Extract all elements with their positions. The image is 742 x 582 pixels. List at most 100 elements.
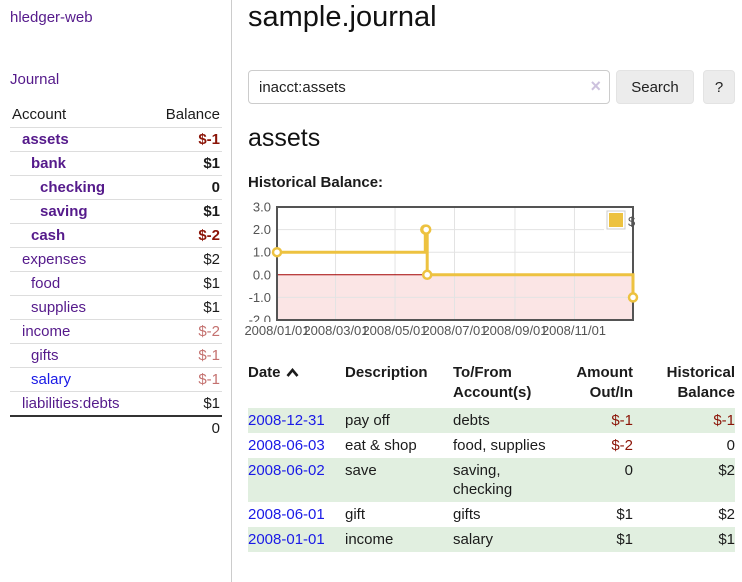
register-description-cell: save (345, 462, 377, 479)
account-link[interactable]: salary (31, 371, 72, 388)
y-tick-label: 2.0 (253, 222, 271, 237)
account-link[interactable]: liabilities:debts (22, 395, 120, 412)
transaction-date-link[interactable]: 2008-06-01 (248, 506, 325, 523)
sidebar: hledger-web Journal Account Balance asse… (0, 0, 232, 582)
account-title: assets (248, 124, 321, 152)
transaction-date-link[interactable]: 2008-06-02 (248, 462, 325, 479)
register-date-cell: 2008-12-31 (248, 408, 345, 433)
transaction-date-link[interactable]: 2008-12-31 (248, 412, 325, 429)
register-accounts-cell: food, supplies (453, 437, 546, 454)
x-tick-label: 2008/09/01 (482, 323, 548, 338)
account-row: expenses $2 (10, 247, 222, 272)
register-accounts-cell: debts (453, 412, 490, 429)
account-link[interactable]: supplies (31, 299, 87, 316)
register-header-date[interactable]: Date (248, 362, 345, 408)
register-row[interactable]: 2008-01-01 income salary $1 $1 (248, 527, 735, 552)
account-link[interactable]: food (31, 275, 61, 292)
account-balance: $-2 (149, 319, 222, 344)
y-tick-label: 1.0 (253, 245, 271, 260)
register-balance-cell: $2 (718, 506, 735, 523)
plot-border (276, 206, 634, 321)
accounts-total-spacer (10, 415, 150, 440)
sort-ascending-icon (286, 365, 299, 382)
register-header-amount: Amount Out/In (576, 364, 633, 401)
chart-canvas[interactable]: 3.0 2.0 1.0 0.0 -1.0 -2.0 $ (248, 200, 735, 322)
x-tick-label: 2008/11/01 (541, 323, 607, 338)
register-row[interactable]: 2008-06-02 save saving, checking 0 $2 (248, 458, 735, 502)
register-amount-cell: $-2 (611, 437, 633, 454)
clear-search-icon[interactable]: × (590, 76, 601, 96)
data-point[interactable] (420, 224, 432, 235)
accounts-header-account: Account (12, 106, 67, 123)
account-balance: $-1 (149, 127, 222, 152)
account-link[interactable]: income (22, 323, 71, 340)
account-link[interactable]: assets (22, 131, 69, 148)
historical-balance-chart[interactable]: 3.0 2.0 1.0 0.0 -1.0 -2.0 $ 2008/01/01 2008/03/… (244, 200, 735, 346)
register-row[interactable]: 2008-12-31 pay off debts $-1 $-1 (248, 408, 735, 433)
account-link[interactable]: bank (31, 155, 67, 172)
register-row[interactable]: 2008-06-03 eat & shop food, supplies $-2 0 (248, 433, 735, 458)
x-tick-label: 2008/01/01 (244, 323, 310, 338)
account-row: assets $-1 (10, 127, 222, 152)
register-header-balance: Historical Balance (666, 364, 735, 401)
register-amount-cell: $1 (616, 506, 633, 523)
account-link[interactable]: expenses (22, 251, 87, 268)
accounts-header-balance: Balance (165, 106, 220, 123)
account-link[interactable]: cash (31, 227, 66, 244)
register-balance-cell: $1 (718, 531, 735, 548)
main-content: sample.journal × Search ? assets Histori… (244, 0, 735, 582)
register-balance-cell: $2 (718, 462, 735, 479)
legend-label: $ (628, 214, 636, 229)
register-date-cell: 2008-01-01 (248, 527, 345, 552)
sidebar-item-journal[interactable]: Journal (10, 71, 60, 88)
search-button[interactable]: Search (616, 70, 694, 104)
page-title: sample.journal (248, 1, 437, 33)
register-accounts-cell: gifts (453, 506, 481, 523)
register-date-cell: 2008-06-02 (248, 458, 345, 502)
y-tick-label: 0.0 (253, 267, 271, 282)
register-date-cell: 2008-06-03 (248, 433, 345, 458)
account-row: liabilities:debts $1 (10, 391, 222, 416)
account-link[interactable]: checking (40, 179, 106, 196)
account-link[interactable]: saving (40, 203, 88, 220)
data-point[interactable] (421, 269, 433, 281)
transaction-date-link[interactable]: 2008-01-01 (248, 531, 325, 548)
search-bar: × Search ? (248, 70, 735, 104)
account-link[interactable]: gifts (31, 347, 59, 364)
register-description-cell: income (345, 531, 394, 548)
x-tick-label: 2008/07/01 (422, 323, 488, 338)
brand-link[interactable]: hledger-web (10, 9, 93, 26)
register-table: Date Description To/From Account(s) Amou… (248, 362, 735, 552)
search-input[interactable] (248, 70, 610, 104)
account-balance: $-2 (149, 223, 222, 248)
help-button[interactable]: ? (703, 70, 735, 104)
account-row: income $-2 (10, 319, 222, 344)
y-tick-label: -2.0 (249, 313, 271, 323)
register-amount-cell: $1 (616, 531, 633, 548)
account-balance: $1 (149, 151, 222, 176)
account-row: cash $-2 (10, 223, 222, 248)
register-balance-cell: $-1 (713, 412, 735, 429)
register-header-row: Date Description To/From Account(s) Amou… (248, 362, 735, 408)
account-row: saving $1 (10, 199, 222, 224)
data-point[interactable] (271, 246, 283, 258)
register-date-cell: 2008-06-01 (248, 502, 345, 527)
x-tick-label: 2008/05/01 (362, 323, 428, 338)
transaction-date-link[interactable]: 2008-06-03 (248, 437, 325, 454)
account-row: checking 0 (10, 175, 222, 200)
data-point[interactable] (627, 292, 639, 303)
register-accounts-cell: saving, checking (453, 462, 513, 498)
account-balance: $-1 (149, 343, 222, 368)
register-header-description: Description (345, 364, 428, 381)
register-header-accounts: To/From Account(s) (453, 364, 532, 401)
account-balance: 0 (149, 175, 222, 200)
y-tick-label: -1.0 (249, 290, 271, 305)
register-description-cell: gift (345, 506, 366, 523)
account-row: food $1 (10, 271, 222, 296)
register-row[interactable]: 2008-06-01 gift gifts $1 $2 (248, 502, 735, 527)
accounts-table: Account Balance assets $-1 bank $1 checking 0… (10, 103, 222, 440)
account-row: bank $1 (10, 151, 222, 176)
chart-legend: $ (604, 209, 636, 232)
account-balance: $1 (149, 391, 222, 416)
